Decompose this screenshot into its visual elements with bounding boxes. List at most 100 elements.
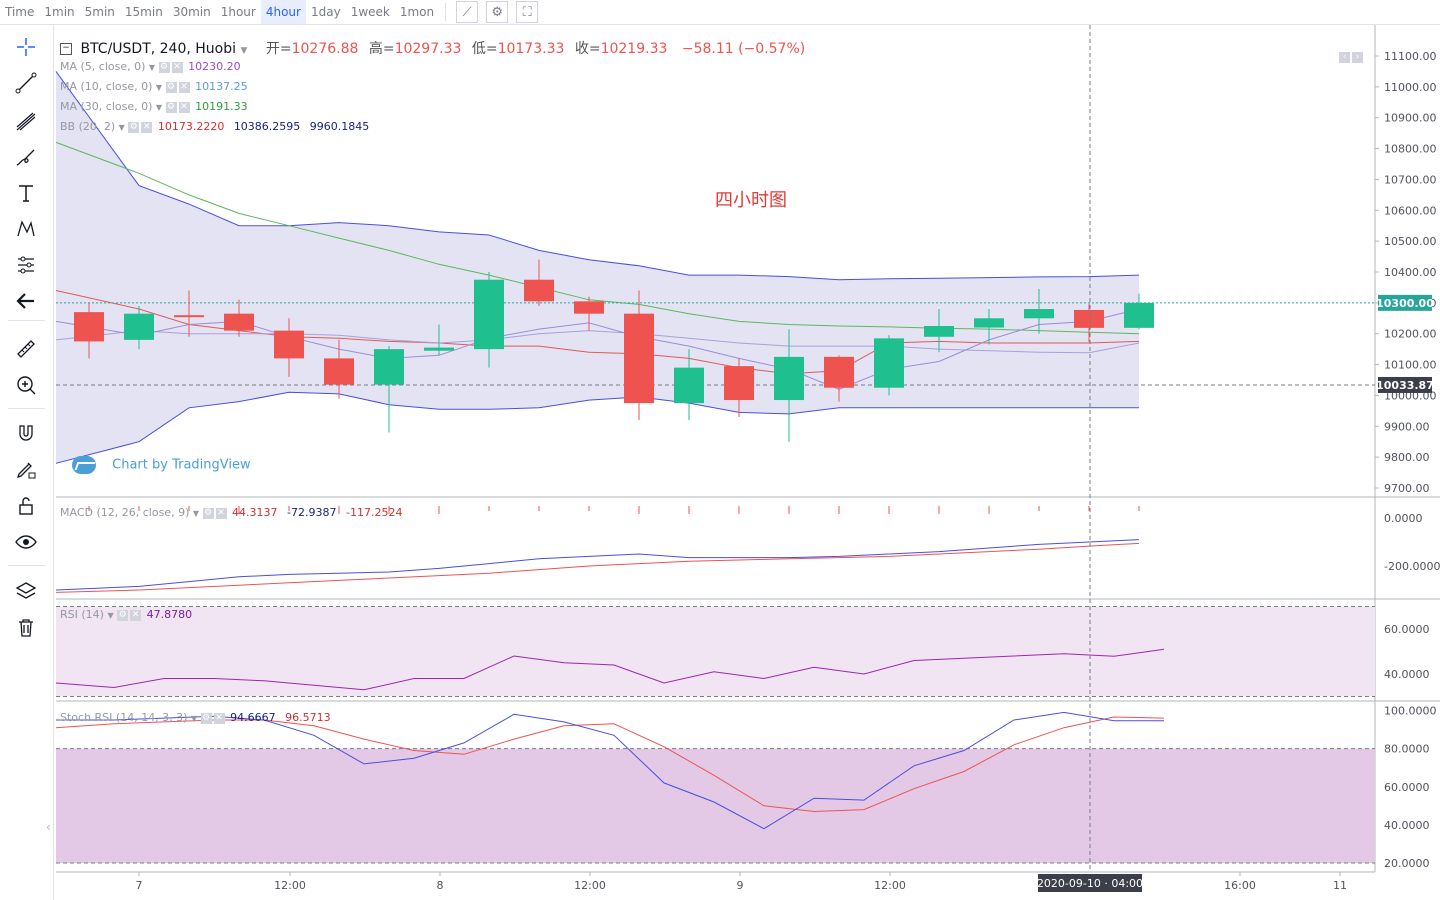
close-icon[interactable]: ✕ xyxy=(215,507,227,519)
crosshair-price-tag-bg xyxy=(1378,376,1432,393)
indicators-icon[interactable]: ⟋ xyxy=(456,1,479,23)
timeframe-1hour[interactable]: 1hour xyxy=(220,5,256,19)
timeframe-1min[interactable]: 1min xyxy=(44,5,75,19)
gear-icon[interactable]: ⚙ xyxy=(117,609,129,621)
layers-icon[interactable] xyxy=(12,577,40,605)
scroll-right-icon[interactable]: › xyxy=(1352,52,1363,63)
rsi-tick-label: 40.0000 xyxy=(1384,668,1430,681)
brush-icon[interactable] xyxy=(12,143,40,171)
ma30-legend[interactable]: MA (30, close, 0) ▼ ⚙ ✕ 10191.33 xyxy=(60,100,248,113)
chevron-down-icon[interactable]: ▼ xyxy=(190,714,198,723)
rsi-tick-label: 60.0000 xyxy=(1384,623,1430,636)
close-icon[interactable]: ✕ xyxy=(141,121,153,133)
price-tick-label: 10900.00 xyxy=(1384,112,1437,125)
collapse-icon[interactable]: − xyxy=(60,43,72,55)
tradingview-logo-icon xyxy=(72,456,96,474)
macd-signal-line xyxy=(55,542,1140,593)
timeframe-15min[interactable]: 15min xyxy=(124,5,163,19)
fullscreen-icon[interactable]: ⛶ xyxy=(516,1,539,23)
price-tick-label: 9700.00 xyxy=(1384,482,1430,495)
chevron-down-icon[interactable]: ▼ xyxy=(118,123,125,132)
stoch-band-fill xyxy=(56,748,1375,863)
fib-icon[interactable] xyxy=(12,107,40,135)
chevron-down-icon[interactable]: ▼ xyxy=(192,509,200,518)
lock-icon[interactable] xyxy=(12,492,40,520)
timeframe-5min[interactable]: 5min xyxy=(84,5,115,19)
price-tick-label: 9800.00 xyxy=(1384,451,1430,464)
ma30-line xyxy=(55,141,1140,335)
chevron-down-icon[interactable]: ▼ xyxy=(148,63,156,72)
ruler-icon[interactable] xyxy=(12,335,40,363)
magnet-icon[interactable] xyxy=(12,420,40,448)
chevron-down-icon[interactable]: ▼ xyxy=(155,83,163,92)
stoch-k-line xyxy=(56,711,1164,830)
settings-icon[interactable]: ⚙ xyxy=(486,1,509,23)
rsi-label: RSI (14) xyxy=(60,608,104,621)
close-icon[interactable]: ✕ xyxy=(178,101,190,113)
crosshair-time-tag: 2020-09-10 · 04:00 xyxy=(1037,877,1143,890)
rsi-value: 47.8780 xyxy=(146,608,193,621)
stoch-tick-label: 100.0000 xyxy=(1384,705,1437,718)
stoch-tick-label: 60.0000 xyxy=(1384,781,1430,794)
ma10-line xyxy=(55,330,1140,354)
bb-legend[interactable]: BB (20, 2) ▼ ⚙ ✕ 10173.2220 10386.2595 99… xyxy=(60,120,369,133)
watermark: Chart by TradingView xyxy=(72,456,251,474)
pane-buttons[interactable]: ‹ › xyxy=(1339,50,1365,64)
rsi-legend[interactable]: RSI (14) ▼ ⚙ ✕ 47.8780 xyxy=(60,608,192,621)
chevron-down-icon[interactable]: ▼ xyxy=(155,103,163,112)
candle-body xyxy=(974,318,1004,328)
close-icon[interactable]: ✕ xyxy=(213,712,225,724)
ma10-label: MA (10, close, 0) xyxy=(60,80,153,93)
gear-icon[interactable]: ⚙ xyxy=(128,121,140,133)
timeframe-30min[interactable]: 30min xyxy=(172,5,211,19)
macd-tick-label: 0.0000 xyxy=(1384,512,1423,525)
gear-icon[interactable]: ⚙ xyxy=(202,507,214,519)
trend-line-icon[interactable] xyxy=(12,69,40,97)
collapse-left-icon[interactable]: ‹ xyxy=(46,820,51,834)
gear-icon[interactable]: ⚙ xyxy=(165,81,177,93)
ma5-legend[interactable]: MA (5, close, 0) ▼ ⚙ ✕ 10230.20 xyxy=(60,60,241,73)
text-icon[interactable] xyxy=(12,179,40,207)
time-tick-label: 12:00 xyxy=(274,879,306,892)
tool-divider xyxy=(8,408,45,409)
crosshair-icon[interactable] xyxy=(12,33,40,61)
time-tick-label: 7 xyxy=(136,879,143,892)
symbol-title[interactable]: BTC/USDT, 240, Huobi xyxy=(80,41,237,57)
zoom-icon[interactable] xyxy=(12,371,40,399)
macd-legend[interactable]: MACD (12, 26, close, 9) ▼ ⚙ ✕ 44.3137 -72… xyxy=(60,506,402,519)
gear-icon[interactable]: ⚙ xyxy=(200,712,212,724)
timeframe-4hour[interactable]: 4hour xyxy=(260,0,306,24)
bb-lower-value: 9960.1845 xyxy=(309,120,370,133)
chevron-down-icon[interactable]: ▼ xyxy=(107,611,114,620)
gear-icon[interactable]: ⚙ xyxy=(158,61,170,73)
high-value: 10297.33 xyxy=(394,41,462,57)
timeframe-time[interactable]: Time xyxy=(5,5,35,19)
close-icon[interactable]: ✕ xyxy=(171,61,183,73)
bb-basis-value: 10173.2220 xyxy=(157,120,225,133)
timeframe-1day[interactable]: 1day xyxy=(310,5,341,19)
lock-edit-icon[interactable] xyxy=(12,455,40,483)
gear-icon[interactable]: ⚙ xyxy=(165,101,177,113)
crosshair-time-tag-bg xyxy=(1038,874,1142,892)
eye-icon[interactable] xyxy=(12,528,40,556)
candle-body xyxy=(674,367,704,404)
close-icon[interactable]: ✕ xyxy=(130,609,142,621)
stoch-legend[interactable]: Stoch RSI (14, 14, 3, 3) ▼ ⚙ ✕ 94.6667 96… xyxy=(60,711,331,724)
projection-icon[interactable] xyxy=(12,251,40,279)
close-icon[interactable]: ✕ xyxy=(178,81,190,93)
timeframe-1week[interactable]: 1week xyxy=(350,5,390,19)
candle-body xyxy=(174,315,204,318)
ma10-legend[interactable]: MA (10, close, 0) ▼ ⚙ ✕ 10137.25 xyxy=(60,80,248,93)
pattern-icon[interactable] xyxy=(12,215,40,243)
chevron-down-icon[interactable]: ▼ xyxy=(240,46,248,56)
ma10-value: 10137.25 xyxy=(195,80,248,93)
chart-annotation[interactable]: 四小时图 xyxy=(715,190,787,211)
change-value: −58.11 (−0.57%) xyxy=(681,41,806,57)
back-arrow-icon[interactable] xyxy=(12,287,40,315)
timeframe-1mon[interactable]: 1mon xyxy=(399,5,435,19)
scroll-left-icon[interactable]: ‹ xyxy=(1339,52,1350,63)
trash-icon[interactable] xyxy=(12,614,40,642)
price-tick-label: 9900.00 xyxy=(1384,420,1430,433)
candle-body xyxy=(624,313,654,404)
